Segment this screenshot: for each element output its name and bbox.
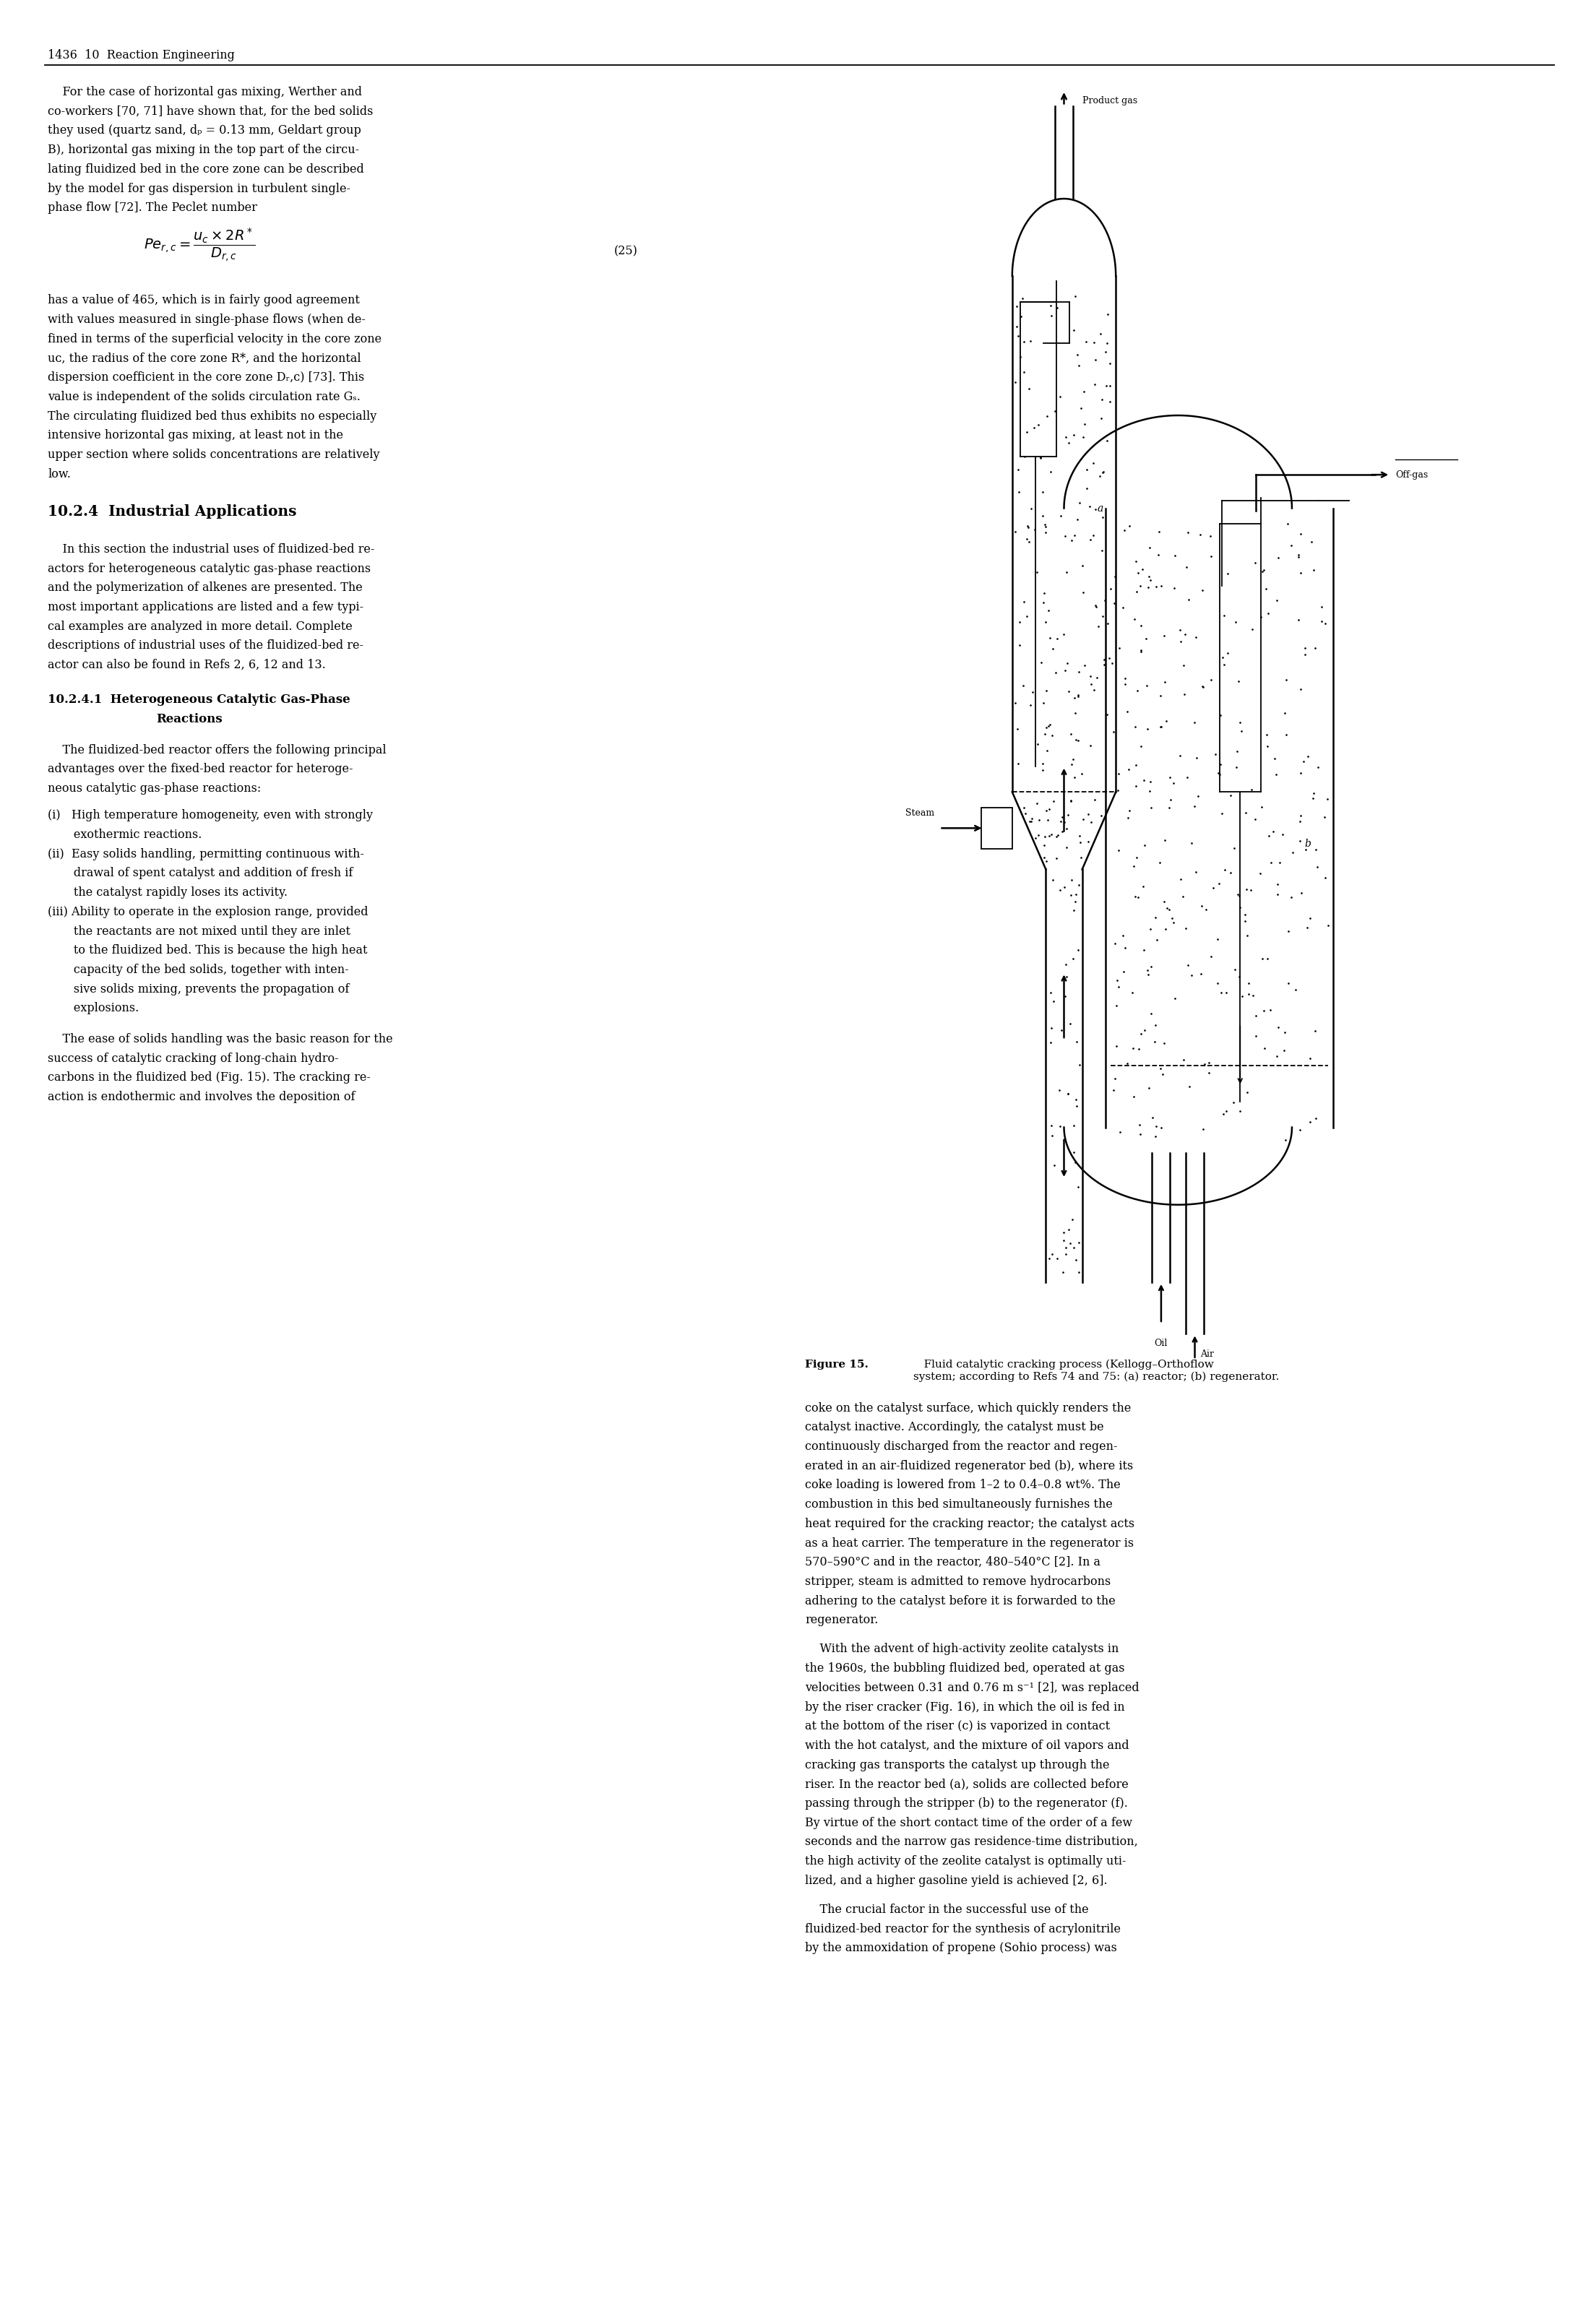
Text: seconds and the narrow gas residence-time distribution,: seconds and the narrow gas residence-tim… <box>805 1836 1138 1848</box>
Text: coke on the catalyst surface, which quickly renders the: coke on the catalyst surface, which quic… <box>805 1401 1132 1415</box>
Text: For the case of horizontal gas mixing, Werther and: For the case of horizontal gas mixing, W… <box>48 86 362 98</box>
Text: actor can also be found in Refs 2, 6, 12 and 13.: actor can also be found in Refs 2, 6, 12… <box>48 660 325 672</box>
Text: low.: low. <box>48 467 70 481</box>
Text: action is endothermic and involves the deposition of: action is endothermic and involves the d… <box>48 1090 355 1104</box>
Text: co-workers [70, 71] have shown that, for the bed solids: co-workers [70, 71] have shown that, for… <box>48 105 373 119</box>
Text: catalyst inactive. Accordingly, the catalyst must be: catalyst inactive. Accordingly, the cata… <box>805 1422 1103 1434</box>
Text: (ii)  Easy solids handling, permitting continuous with-: (ii) Easy solids handling, permitting co… <box>48 848 363 860</box>
Text: by the riser cracker (Fig. 16), in which the oil is fed in: by the riser cracker (Fig. 16), in which… <box>805 1701 1125 1713</box>
Text: has a value of 465, which is in fairly good agreement: has a value of 465, which is in fairly g… <box>48 295 360 307</box>
Text: cal examples are analyzed in more detail. Complete: cal examples are analyzed in more detail… <box>48 621 352 632</box>
Text: The ease of solids handling was the basic reason for the: The ease of solids handling was the basi… <box>48 1034 394 1046</box>
Text: sive solids mixing, prevents the propagation of: sive solids mixing, prevents the propaga… <box>48 983 349 995</box>
Text: exothermic reactions.: exothermic reactions. <box>48 830 202 841</box>
Text: coke loading is lowered from 1–2 to 0.4–0.8 wt%. The: coke loading is lowered from 1–2 to 0.4–… <box>805 1478 1121 1492</box>
Text: 10.2.4.1  Heterogeneous Catalytic Gas-Phase: 10.2.4.1 Heterogeneous Catalytic Gas-Pha… <box>48 693 351 706</box>
Text: (i)   High temperature homogeneity, even with strongly: (i) High temperature homogeneity, even w… <box>48 809 373 823</box>
Text: by the ammoxidation of propene (Sohio process) was: by the ammoxidation of propene (Sohio pr… <box>805 1943 1117 1954</box>
Text: and the polymerization of alkenes are presented. The: and the polymerization of alkenes are pr… <box>48 581 363 595</box>
Text: The fluidized-bed reactor offers the following principal: The fluidized-bed reactor offers the fol… <box>48 744 386 755</box>
Text: combustion in this bed simultaneously furnishes the: combustion in this bed simultaneously fu… <box>805 1499 1113 1511</box>
Text: with values measured in single-phase flows (when de-: with values measured in single-phase flo… <box>48 314 365 325</box>
Text: to the fluidized bed. This is because the high heat: to the fluidized bed. This is because th… <box>48 944 368 957</box>
Text: $Pe_{r,c} = \dfrac{u_c \times 2R^*}{D_{r,c}}$: $Pe_{r,c} = \dfrac{u_c \times 2R^*}{D_{r… <box>143 228 255 263</box>
Text: Reactions: Reactions <box>156 713 223 725</box>
Text: By virtue of the short contact time of the order of a few: By virtue of the short contact time of t… <box>805 1817 1132 1829</box>
Text: the 1960s, the bubbling fluidized bed, operated at gas: the 1960s, the bubbling fluidized bed, o… <box>805 1662 1125 1676</box>
Text: value is independent of the solids circulation rate Gₛ.: value is independent of the solids circu… <box>48 390 360 402</box>
Text: Product gas: Product gas <box>1082 95 1137 105</box>
Text: Oil: Oil <box>1154 1339 1168 1348</box>
Text: advantages over the fixed-bed reactor for heteroge-: advantages over the fixed-bed reactor fo… <box>48 762 354 776</box>
Text: The crucial factor in the successful use of the: The crucial factor in the successful use… <box>805 1903 1089 1915</box>
Text: lized, and a higher gasoline yield is achieved [2, 6].: lized, and a higher gasoline yield is ac… <box>805 1875 1108 1887</box>
Text: cracking gas transports the catalyst up through the: cracking gas transports the catalyst up … <box>805 1759 1109 1771</box>
Text: at the bottom of the riser (c) is vaporized in contact: at the bottom of the riser (c) is vapori… <box>805 1720 1109 1731</box>
Text: the reactants are not mixed until they are inlet: the reactants are not mixed until they a… <box>48 925 351 937</box>
Text: fluidized-bed reactor for the synthesis of acrylonitrile: fluidized-bed reactor for the synthesis … <box>805 1922 1121 1936</box>
Text: 570–590°C and in the reactor, 480–540°C [2]. In a: 570–590°C and in the reactor, 480–540°C … <box>805 1557 1100 1569</box>
Text: with the hot catalyst, and the mixture of oil vapors and: with the hot catalyst, and the mixture o… <box>805 1741 1129 1752</box>
Text: most important applications are listed and a few typi-: most important applications are listed a… <box>48 602 363 614</box>
Text: upper section where solids concentrations are relatively: upper section where solids concentration… <box>48 449 379 460</box>
Text: In this section the industrial uses of fluidized-bed re-: In this section the industrial uses of f… <box>48 544 375 555</box>
Text: erated in an air-fluidized regenerator bed (b), where its: erated in an air-fluidized regenerator b… <box>805 1459 1133 1471</box>
Text: heat required for the cracking reactor; the catalyst acts: heat required for the cracking reactor; … <box>805 1518 1135 1529</box>
Text: The circulating fluidized bed thus exhibits no especially: The circulating fluidized bed thus exhib… <box>48 409 376 423</box>
Text: capacity of the bed solids, together with inten-: capacity of the bed solids, together wit… <box>48 964 349 976</box>
Text: as a heat carrier. The temperature in the regenerator is: as a heat carrier. The temperature in th… <box>805 1536 1133 1550</box>
Text: stripper, steam is admitted to remove hydrocarbons: stripper, steam is admitted to remove hy… <box>805 1576 1111 1587</box>
Text: carbons in the fluidized bed (Fig. 15). The cracking re-: carbons in the fluidized bed (Fig. 15). … <box>48 1071 371 1083</box>
Text: lating fluidized bed in the core zone can be described: lating fluidized bed in the core zone ca… <box>48 163 363 174</box>
Text: uᴄ, the radius of the core zone R*, and the horizontal: uᴄ, the radius of the core zone R*, and … <box>48 353 362 365</box>
Text: by the model for gas dispersion in turbulent single-: by the model for gas dispersion in turbu… <box>48 184 351 195</box>
Text: intensive horizontal gas mixing, at least not in the: intensive horizontal gas mixing, at leas… <box>48 430 343 442</box>
Text: actors for heterogeneous catalytic gas-phase reactions: actors for heterogeneous catalytic gas-p… <box>48 562 371 574</box>
Text: Off-gas: Off-gas <box>1395 469 1428 479</box>
Text: velocities between 0.31 and 0.76 m s⁻¹ [2], was replaced: velocities between 0.31 and 0.76 m s⁻¹ [… <box>805 1683 1140 1694</box>
Text: the high activity of the zeolite catalyst is optimally uti-: the high activity of the zeolite catalys… <box>805 1855 1125 1868</box>
Text: they used (quartz sand, dₚ = 0.13 mm, Geldart group: they used (quartz sand, dₚ = 0.13 mm, Ge… <box>48 125 362 137</box>
Text: passing through the stripper (b) to the regenerator (f).: passing through the stripper (b) to the … <box>805 1796 1129 1810</box>
Text: (25): (25) <box>614 246 638 258</box>
Text: drawal of spent catalyst and addition of fresh if: drawal of spent catalyst and addition of… <box>48 867 352 878</box>
Text: a: a <box>1097 504 1103 514</box>
Text: 10.2.4  Industrial Applications: 10.2.4 Industrial Applications <box>48 504 296 518</box>
Text: Fluid catalytic cracking process (Kellogg–Orthoflow
system; according to Refs 74: Fluid catalytic cracking process (Kellog… <box>913 1360 1280 1383</box>
Text: phase flow [72]. The Peclet number: phase flow [72]. The Peclet number <box>48 202 257 214</box>
Text: dispersion coefficient in the core zone Dᵣ,ᴄ) [73]. This: dispersion coefficient in the core zone … <box>48 372 365 383</box>
Text: Figure 15.: Figure 15. <box>805 1360 869 1369</box>
Text: b: b <box>1304 839 1310 848</box>
Text: adhering to the catalyst before it is forwarded to the: adhering to the catalyst before it is fo… <box>805 1594 1116 1608</box>
Text: regenerator.: regenerator. <box>805 1615 878 1627</box>
Text: fined in terms of the superficial velocity in the core zone: fined in terms of the superficial veloci… <box>48 332 381 346</box>
Text: descriptions of industrial uses of the fluidized-bed re-: descriptions of industrial uses of the f… <box>48 639 363 651</box>
Text: B), horizontal gas mixing in the top part of the circu-: B), horizontal gas mixing in the top par… <box>48 144 359 156</box>
Text: explosions.: explosions. <box>48 1002 139 1016</box>
Text: Steam: Steam <box>905 809 934 818</box>
Text: the catalyst rapidly loses its activity.: the catalyst rapidly loses its activity. <box>48 885 287 899</box>
Text: continuously discharged from the reactor and regen-: continuously discharged from the reactor… <box>805 1441 1117 1452</box>
Text: neous catalytic gas-phase reactions:: neous catalytic gas-phase reactions: <box>48 783 261 795</box>
Text: success of catalytic cracking of long-chain hydro-: success of catalytic cracking of long-ch… <box>48 1053 340 1064</box>
Text: riser. In the reactor bed (a), solids are collected before: riser. In the reactor bed (a), solids ar… <box>805 1778 1129 1789</box>
Text: With the advent of high-activity zeolite catalysts in: With the advent of high-activity zeolite… <box>805 1643 1119 1655</box>
Text: 1436  10  Reaction Engineering: 1436 10 Reaction Engineering <box>48 49 234 60</box>
Text: (iii) Ability to operate in the explosion range, provided: (iii) Ability to operate in the explosio… <box>48 906 368 918</box>
Bar <box>980 806 1012 848</box>
Text: Air: Air <box>1200 1350 1213 1360</box>
